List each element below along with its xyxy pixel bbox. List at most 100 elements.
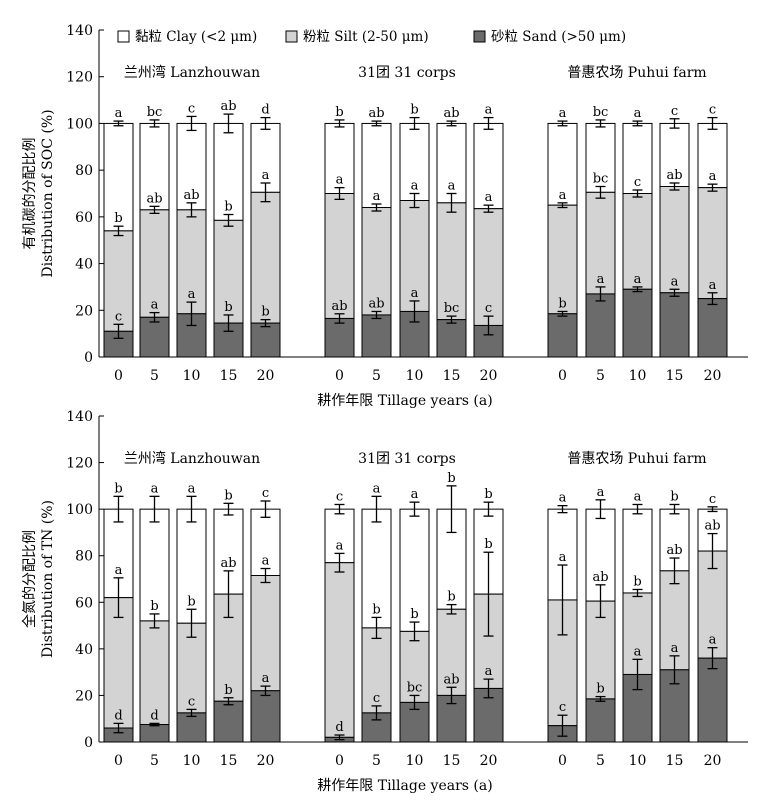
sand-letter: c xyxy=(485,301,492,316)
silt-letter: a xyxy=(373,189,381,204)
site-label-0: 兰州湾 Lanzhouwan xyxy=(124,64,260,81)
bar-silt xyxy=(361,207,392,316)
clay-letter: a xyxy=(115,106,123,121)
clay-letter: d xyxy=(261,103,269,118)
silt-letter: b xyxy=(224,200,232,215)
x-tick-label: 0 xyxy=(114,753,123,769)
bar-clay xyxy=(622,122,653,194)
legend-label-1: 粉粒 Silt (2-50 μm) xyxy=(303,29,429,45)
sand-letter: ab xyxy=(368,296,384,311)
bar-sand xyxy=(622,288,653,358)
bar-sand xyxy=(585,293,616,358)
y-tick-label: 0 xyxy=(84,350,93,366)
clay-letter: a xyxy=(634,489,642,504)
bar-clay xyxy=(361,122,392,209)
x-tick-label: 5 xyxy=(150,753,159,769)
bar-silt xyxy=(176,209,207,315)
bar-silt xyxy=(176,622,207,714)
sand-letter: c xyxy=(188,694,195,709)
x-tick-label: 20 xyxy=(257,368,275,384)
clay-letter: a xyxy=(559,491,567,506)
silt-letter: a xyxy=(262,554,270,569)
bar-sand xyxy=(585,698,616,743)
sand-letter: a xyxy=(188,287,196,302)
x-tick-label: 10 xyxy=(406,753,424,769)
clay-letter: c xyxy=(262,486,269,501)
silt-letter: b xyxy=(114,211,122,226)
bar-silt xyxy=(139,209,170,318)
x-tick-label: 5 xyxy=(150,368,159,384)
sand-letter: b xyxy=(224,300,232,315)
x-tick-label: 15 xyxy=(443,368,461,384)
clay-letter: b xyxy=(447,471,455,486)
silt-letter: b xyxy=(484,537,492,552)
sand-letter: b xyxy=(596,682,604,697)
silt-letter: ab xyxy=(666,168,682,183)
sand-letter: b xyxy=(224,683,232,698)
y-tick-label: 40 xyxy=(75,642,93,658)
silt-letter: ab xyxy=(183,188,199,203)
silt-letter: a xyxy=(448,179,456,194)
x-tick-label: 5 xyxy=(372,753,381,769)
silt-letter: b xyxy=(447,590,455,605)
y-tick-label: 140 xyxy=(66,23,93,39)
bar-clay xyxy=(361,508,392,629)
bar-clay xyxy=(213,508,244,595)
silt-letter: a xyxy=(336,173,344,188)
sand-letter: a xyxy=(485,664,493,679)
bar-silt xyxy=(622,592,653,675)
sand-letter: b xyxy=(261,305,269,320)
sand-letter: a xyxy=(597,272,605,287)
clay-letter: a xyxy=(373,481,381,496)
x-tick-label: 0 xyxy=(114,368,123,384)
bar-sand xyxy=(139,316,170,358)
bar-silt xyxy=(103,230,134,332)
site-label-2: 普惠农场 Puhui farm xyxy=(567,65,706,81)
clay-letter: bc xyxy=(147,105,163,120)
legend-swatch-1 xyxy=(285,30,298,43)
x-tick-label: 0 xyxy=(558,368,567,384)
sand-letter: a xyxy=(671,274,679,289)
x-tick-label: 15 xyxy=(443,753,461,769)
y-axis-title: Distribution of TN (%) xyxy=(40,500,56,658)
bar-sand xyxy=(103,330,134,358)
clay-letter: ab xyxy=(220,99,236,114)
y-tick-label: 0 xyxy=(84,735,93,751)
legend-swatch-2 xyxy=(473,30,486,43)
legend-label-0: 黏粒 Clay (<2 μm) xyxy=(135,29,257,45)
bar-sand xyxy=(250,322,281,358)
bar-sand xyxy=(139,724,170,743)
y-tick-label: 140 xyxy=(66,409,93,425)
silt-letter: ab xyxy=(666,543,682,558)
x-tick-label: 15 xyxy=(220,368,238,384)
bar-clay xyxy=(139,122,170,211)
silt-letter: a xyxy=(485,190,493,205)
bar-clay xyxy=(697,122,728,189)
bar-clay xyxy=(622,508,653,594)
x-tick-label: 10 xyxy=(183,368,201,384)
sand-letter: a xyxy=(634,644,642,659)
x-tick-label: 10 xyxy=(406,368,424,384)
sand-letter: d xyxy=(150,708,158,723)
clay-letter: b xyxy=(224,488,232,503)
bar-sand xyxy=(473,687,504,743)
clay-letter: a xyxy=(188,481,196,496)
bar-silt xyxy=(213,219,244,324)
silt-letter: b xyxy=(372,602,380,617)
sand-letter: a xyxy=(151,298,159,313)
x-axis-title: 耕作年限 Tillage years (a) xyxy=(317,777,492,794)
site-label-1: 31团 31 corps xyxy=(358,451,456,467)
sand-letter: bc xyxy=(407,680,423,695)
clay-letter: c xyxy=(709,492,716,507)
clay-letter: c xyxy=(336,489,343,504)
x-tick-label: 20 xyxy=(704,368,722,384)
sand-letter: d xyxy=(114,708,122,723)
x-tick-label: 0 xyxy=(335,368,344,384)
bar-silt xyxy=(324,562,355,738)
y-tick-label: 60 xyxy=(75,210,93,226)
silt-letter: c xyxy=(634,175,641,190)
x-tick-label: 5 xyxy=(596,753,605,769)
bar-clay xyxy=(250,122,281,193)
clay-letter: ab xyxy=(443,106,459,121)
